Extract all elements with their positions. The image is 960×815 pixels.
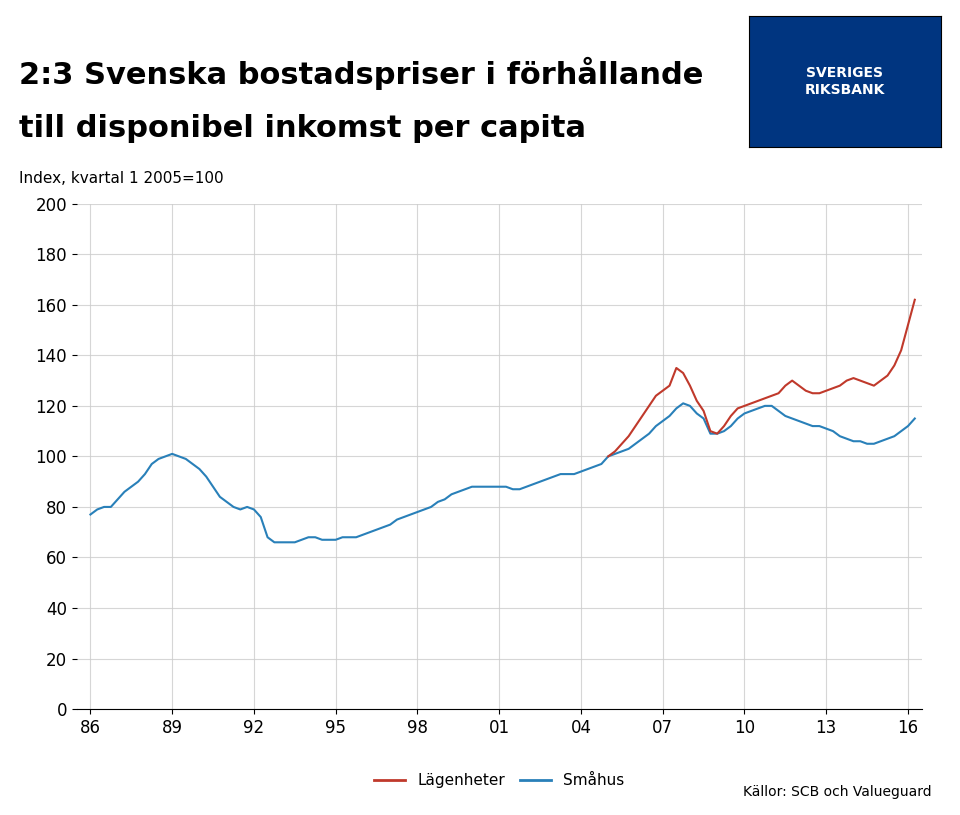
Lägenheter (861, 378, 873, 388)
Text: 2:3 Svenska bostadspriser i förhållande: 2:3 Svenska bostadspriser i förhållande (19, 57, 704, 90)
Lägenheter (848, 373, 859, 383)
Småhus (84, 509, 96, 519)
Småhus (541, 474, 553, 484)
Småhus (861, 438, 873, 448)
Lägenheter (610, 447, 621, 456)
Lägenheter (678, 368, 689, 378)
Text: Index, kvartal 1 2005=100: Index, kvartal 1 2005=100 (19, 171, 224, 186)
Lägenheter (725, 411, 736, 421)
Lägenheter (854, 376, 866, 385)
Lägenheter (766, 391, 778, 401)
Text: SVERIGES
RIKSBANK: SVERIGES RIKSBANK (804, 66, 885, 97)
Lägenheter (828, 383, 839, 393)
Lägenheter (902, 320, 914, 330)
Legend: Lägenheter, Småhus: Lägenheter, Småhus (369, 767, 630, 795)
Lägenheter (746, 399, 757, 408)
Lägenheter (738, 401, 750, 411)
Lägenheter (882, 371, 894, 381)
Lägenheter (603, 452, 614, 461)
Lägenheter (711, 429, 723, 438)
Lägenheter (834, 381, 846, 390)
Lägenheter (718, 421, 730, 431)
Lägenheter (780, 381, 791, 390)
Lägenheter (705, 426, 716, 436)
Lägenheter (841, 376, 852, 385)
Lägenheter (636, 411, 648, 421)
Lägenheter (759, 394, 771, 403)
Lägenheter (623, 431, 635, 441)
Lägenheter (630, 421, 641, 431)
Lägenheter (793, 381, 804, 390)
Lägenheter (698, 406, 709, 416)
Lägenheter (650, 391, 661, 401)
Lägenheter (814, 388, 826, 398)
Småhus (269, 537, 280, 547)
Lägenheter (773, 388, 784, 398)
Småhus (616, 447, 628, 456)
Lägenheter (821, 385, 832, 395)
Lägenheter (663, 381, 675, 390)
Lägenheter (691, 396, 703, 406)
Lägenheter (896, 346, 907, 355)
Line: Lägenheter: Lägenheter (609, 300, 915, 456)
Lägenheter (786, 376, 798, 385)
Lägenheter (671, 363, 683, 373)
Lägenheter (753, 396, 764, 406)
Lägenheter (643, 401, 655, 411)
Småhus (896, 426, 907, 436)
Lägenheter (806, 388, 818, 398)
Lägenheter (875, 376, 886, 385)
Lägenheter (732, 403, 743, 413)
Lägenheter (889, 360, 900, 370)
Lägenheter (616, 438, 628, 448)
Småhus (678, 399, 689, 408)
Text: till disponibel inkomst per capita: till disponibel inkomst per capita (19, 114, 587, 143)
Småhus (909, 413, 921, 424)
Lägenheter (868, 381, 879, 390)
Lägenheter (800, 385, 811, 395)
Lägenheter (909, 295, 921, 305)
Text: Källor: SCB och Valueguard: Källor: SCB och Valueguard (743, 785, 931, 799)
Småhus (282, 537, 294, 547)
Lägenheter (657, 385, 668, 395)
Line: Småhus: Småhus (90, 403, 915, 542)
Lägenheter (684, 381, 696, 390)
Småhus (357, 530, 369, 540)
